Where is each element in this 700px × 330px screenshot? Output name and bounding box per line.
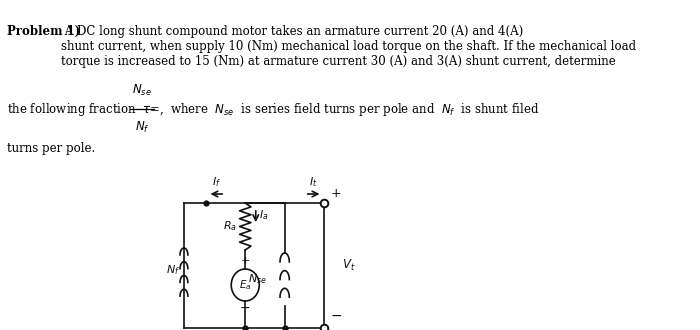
Text: $I_f$: $I_f$ xyxy=(212,175,220,189)
Text: $N_{f}$: $N_{f}$ xyxy=(134,120,149,135)
Text: −: − xyxy=(240,302,251,315)
Text: $N_{se}$: $N_{se}$ xyxy=(132,83,152,98)
Text: $I_t$: $I_t$ xyxy=(309,175,318,189)
Text: +: + xyxy=(330,187,341,200)
Text: $I_a$: $I_a$ xyxy=(259,208,269,222)
Text: the following fraction  $\tau$=: the following fraction $\tau$= xyxy=(7,101,160,117)
Text: $V_t$: $V_t$ xyxy=(342,258,355,273)
Text: +: + xyxy=(241,256,250,267)
Text: A DC long shunt compound motor takes an armature current 20 (A) and 4(A)
shunt c: A DC long shunt compound motor takes an … xyxy=(62,25,636,68)
Text: turns per pole.: turns per pole. xyxy=(7,142,95,155)
Text: $N_{se}$: $N_{se}$ xyxy=(248,273,267,286)
Text: Problem 1): Problem 1) xyxy=(7,25,80,38)
Text: ,  where  $N_{se}$  is series field turns per pole and  $N_f$  is shunt filed: , where $N_{se}$ is series field turns p… xyxy=(160,101,540,117)
Text: $E_a$: $E_a$ xyxy=(239,278,251,292)
Text: $N_f$: $N_f$ xyxy=(165,264,180,278)
Text: $R_a$: $R_a$ xyxy=(223,219,237,233)
Text: −: − xyxy=(330,309,342,323)
